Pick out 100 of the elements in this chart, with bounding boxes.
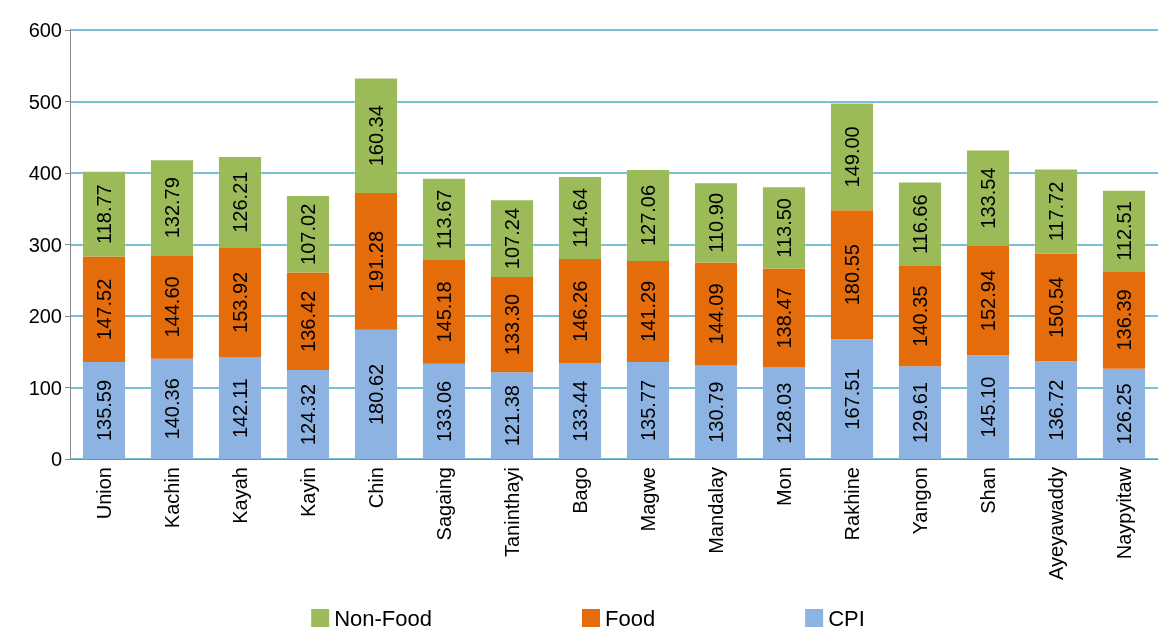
data-label: 144.60	[161, 276, 183, 338]
data-label: 126.21	[229, 171, 251, 233]
data-label: 127.06	[637, 184, 659, 247]
legend-label: Non-Food	[334, 605, 433, 631]
bar	[82, 362, 126, 459]
x-tick-label: Naypyitaw	[1113, 466, 1135, 560]
data-label: 112.51	[1113, 201, 1135, 261]
bar	[218, 357, 262, 459]
y-tick-label: 300	[28, 233, 62, 256]
data-label: 135.59	[93, 379, 115, 442]
data-label: 167.51	[841, 368, 863, 430]
data-label: 124.32	[297, 383, 319, 446]
data-label: 117.72	[1045, 181, 1067, 242]
data-label: 138.47	[773, 287, 795, 349]
bar	[966, 355, 1010, 459]
bar	[762, 268, 806, 368]
y-tick-label: 0	[50, 448, 62, 470]
data-label: 180.62	[365, 363, 387, 426]
bar	[354, 78, 398, 194]
data-label: 121.38	[501, 385, 523, 447]
data-label: 136.72	[1045, 379, 1067, 441]
y-tick-label: 200	[28, 305, 62, 327]
data-label: 114.64	[569, 188, 591, 248]
bar	[626, 170, 670, 261]
data-label: 147.52	[93, 278, 115, 340]
x-tick-label: Kayin	[297, 467, 319, 518]
bar	[694, 365, 738, 459]
data-label: 110.90	[705, 192, 727, 253]
bar	[558, 363, 602, 459]
data-label: 113.67	[433, 189, 455, 250]
bar	[694, 262, 738, 366]
legend-label: CPI	[828, 605, 865, 631]
data-label: 160.34	[365, 105, 387, 167]
data-label: 146.26	[569, 280, 591, 342]
x-tick-label: Kayah	[229, 467, 251, 524]
x-tick-label: Rakhine	[841, 467, 863, 541]
bar	[898, 265, 942, 367]
data-label: 107.02	[297, 203, 319, 265]
x-tick-label: Mon	[773, 467, 795, 506]
bar	[626, 361, 670, 459]
data-label: 152.94	[977, 269, 999, 332]
x-tick-label: Sagaing	[433, 467, 455, 541]
data-label: 153.92	[229, 271, 251, 333]
data-label: 140.35	[909, 285, 931, 347]
bar	[218, 247, 262, 358]
data-label: 133.44	[569, 380, 591, 442]
bar	[150, 160, 194, 256]
bar	[1034, 361, 1078, 459]
y-tick-label: 400	[28, 162, 62, 184]
data-label: 140.36	[161, 378, 183, 440]
bar	[558, 259, 602, 364]
bar	[898, 366, 942, 459]
bar	[354, 193, 398, 330]
data-label: 141.29	[637, 280, 659, 342]
y-tick-label: 600	[28, 19, 62, 41]
data-label: 126.25	[1113, 383, 1135, 445]
x-tick-label: Union	[93, 467, 115, 520]
data-label: 136.39	[1113, 289, 1135, 351]
data-label: 129.61	[909, 382, 931, 444]
data-label: 113.50	[773, 198, 795, 258]
data-label: 145.10	[977, 376, 999, 438]
data-label: 142.11	[229, 378, 251, 439]
data-label: 191.28	[365, 230, 387, 293]
x-tick-label: Taninthayi	[501, 467, 523, 558]
x-tick-label: Magwe	[637, 467, 659, 532]
x-tick-label: Yangon	[909, 467, 931, 535]
data-label: 116.66	[909, 194, 931, 255]
data-label: 130.79	[705, 381, 727, 443]
bar	[82, 256, 126, 363]
x-tick-label: Mandalay	[705, 467, 727, 554]
x-tick-label: Chin	[365, 467, 387, 509]
bar	[354, 329, 398, 459]
legend-label: Food	[605, 605, 656, 631]
data-label: 133.54	[977, 167, 999, 229]
data-label: 145.18	[433, 281, 455, 343]
x-tick-label: Ayeyawaddy	[1045, 467, 1067, 581]
data-label: 144.09	[705, 283, 727, 345]
data-label: 132.79	[161, 177, 183, 239]
bar	[830, 210, 874, 340]
bar	[966, 150, 1010, 246]
bar	[830, 339, 874, 459]
bar	[626, 260, 670, 362]
bar	[286, 370, 330, 459]
x-tick-label: Kachin	[161, 467, 183, 529]
bar	[1034, 253, 1078, 362]
data-label: 180.55	[841, 244, 863, 306]
y-tick-label: 500	[28, 90, 62, 113]
data-label: 133.06	[433, 380, 455, 443]
data-label: 135.77	[637, 379, 659, 442]
data-label: 118.77	[93, 184, 115, 244]
data-label: 133.30	[501, 293, 523, 356]
bar	[82, 171, 126, 257]
bar	[966, 245, 1010, 356]
x-tick-label: Shan	[977, 467, 999, 514]
bar	[218, 157, 262, 248]
y-tick-label: 100	[28, 376, 62, 399]
x-tick-label: Bago	[569, 467, 591, 514]
bar	[150, 255, 194, 359]
data-label: 107.24	[501, 207, 523, 270]
bar	[1034, 169, 1078, 254]
